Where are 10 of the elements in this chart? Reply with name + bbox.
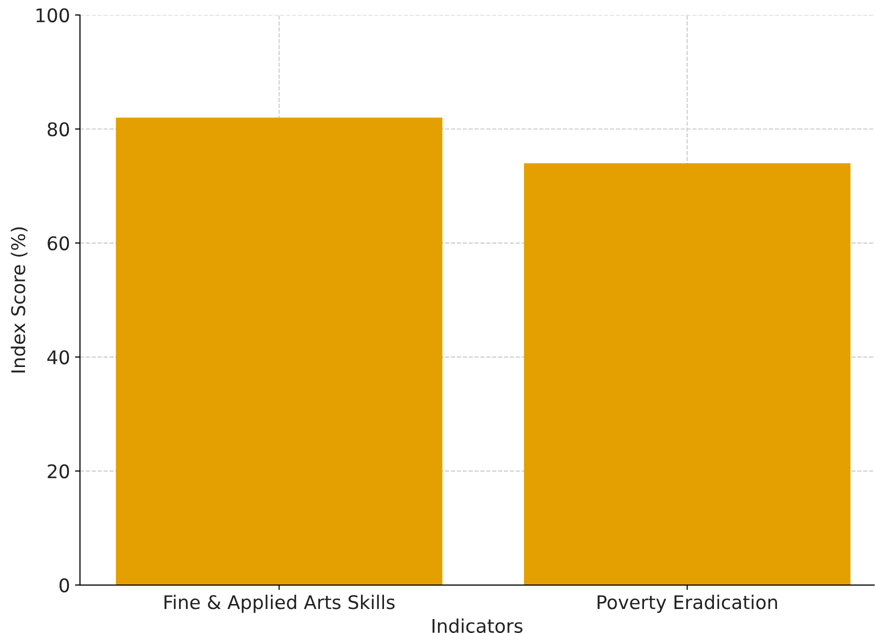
x-tick-label: Poverty Eradication	[598, 594, 777, 613]
y-tick-label: 0	[60, 578, 70, 592]
y-tick-label: 60	[48, 236, 70, 250]
x-axis-title: Indicators	[432, 618, 522, 633]
y-tick-label: 80	[48, 122, 70, 136]
x-tick-label: Fine & Applied Arts Skills	[164, 594, 395, 613]
y-axis-title: Index Score (%)	[10, 227, 28, 372]
y-tick-label: 100	[36, 8, 70, 22]
y-tick-label: 20	[48, 464, 70, 478]
y-tick-label: 40	[47, 350, 70, 364]
